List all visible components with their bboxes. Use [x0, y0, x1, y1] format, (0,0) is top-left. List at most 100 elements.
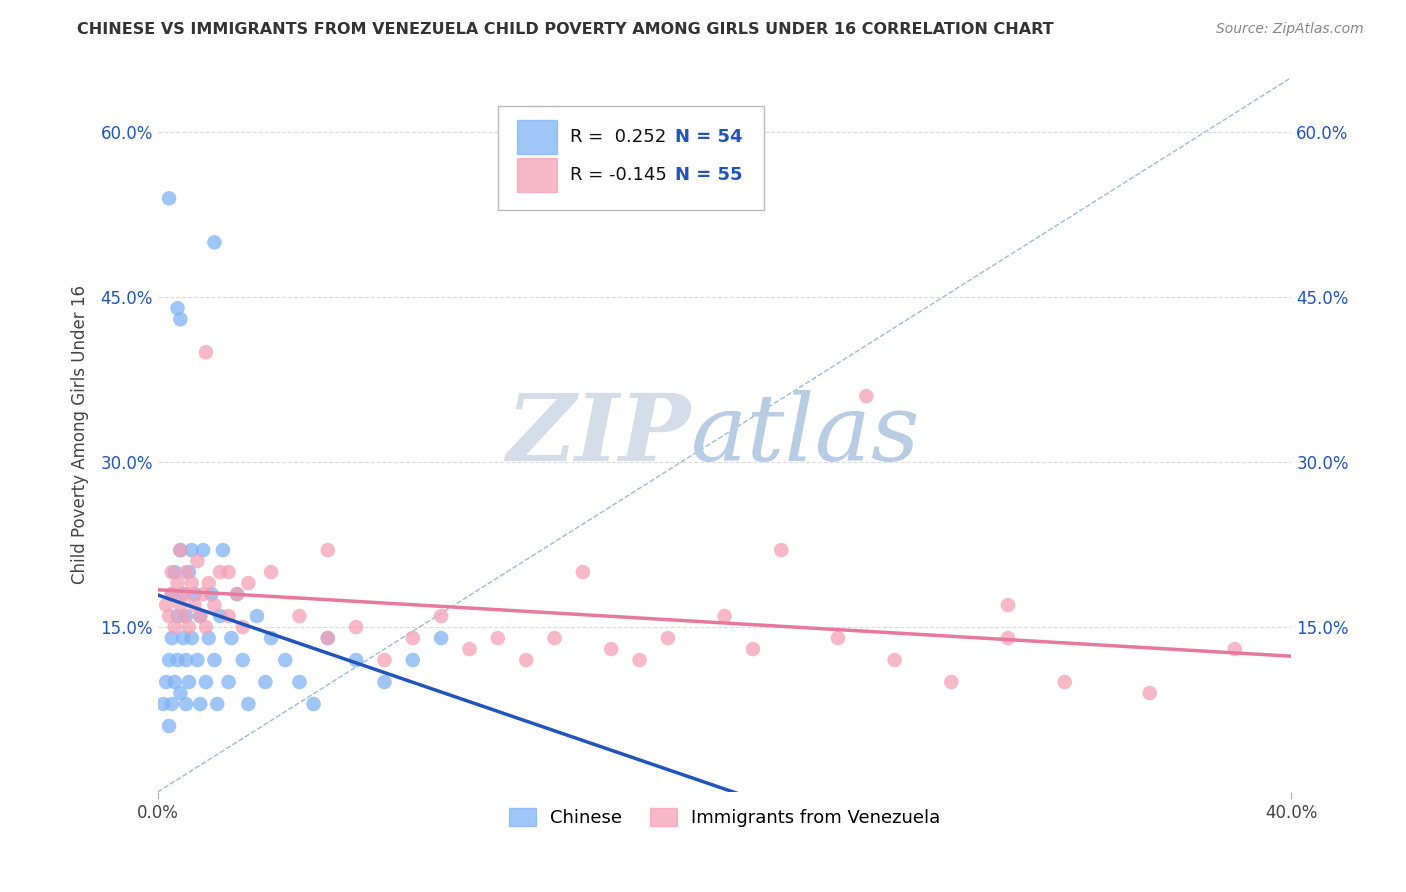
Point: [402, 631, 425, 645]
Point: [169, 598, 191, 612]
Point: [191, 587, 214, 601]
Point: [197, 576, 219, 591]
Point: [373, 675, 395, 690]
Point: [202, 653, 225, 667]
Point: [202, 235, 225, 250]
Point: [169, 543, 191, 558]
Point: [163, 675, 186, 690]
Point: [183, 598, 205, 612]
Point: [260, 565, 283, 579]
Point: [172, 609, 194, 624]
Point: [183, 587, 205, 601]
Point: [254, 675, 277, 690]
Point: [163, 565, 186, 579]
Point: [209, 609, 232, 624]
Point: [218, 609, 240, 624]
Point: [1139, 686, 1161, 700]
Point: [188, 609, 211, 624]
Point: [166, 576, 188, 591]
Point: [344, 653, 367, 667]
Point: [174, 587, 197, 601]
Point: [155, 598, 177, 612]
Point: [152, 697, 174, 711]
Point: [302, 697, 325, 711]
Point: [172, 587, 194, 601]
Point: [200, 587, 222, 601]
Point: [226, 587, 249, 601]
Point: [160, 631, 183, 645]
Text: CHINESE VS IMMIGRANTS FROM VENEZUELA CHILD POVERTY AMONG GIRLS UNDER 16 CORRELAT: CHINESE VS IMMIGRANTS FROM VENEZUELA CHI…: [77, 22, 1054, 37]
Point: [1053, 675, 1076, 690]
Y-axis label: Child Poverty Among Girls Under 16: Child Poverty Among Girls Under 16: [72, 285, 89, 584]
Point: [246, 609, 269, 624]
Point: [188, 609, 211, 624]
Point: [572, 565, 595, 579]
Point: [218, 675, 240, 690]
Point: [160, 565, 183, 579]
Point: [186, 653, 208, 667]
Point: [157, 653, 180, 667]
Text: ZIP: ZIP: [506, 390, 690, 480]
Point: [430, 631, 453, 645]
Point: [515, 653, 537, 667]
Point: [169, 686, 191, 700]
Point: [194, 620, 217, 634]
Point: [855, 389, 877, 403]
Point: [997, 631, 1019, 645]
Text: N = 55: N = 55: [675, 166, 742, 185]
Text: R = -0.145: R = -0.145: [571, 166, 668, 185]
Point: [232, 620, 254, 634]
Point: [174, 609, 197, 624]
Point: [180, 543, 202, 558]
Bar: [517, 120, 557, 154]
Text: N = 54: N = 54: [675, 128, 742, 145]
Point: [188, 697, 211, 711]
Point: [177, 620, 200, 634]
Point: [155, 675, 177, 690]
Point: [180, 576, 202, 591]
Point: [316, 631, 339, 645]
Point: [160, 697, 183, 711]
Point: [770, 543, 793, 558]
Point: [169, 312, 191, 326]
Point: [166, 301, 188, 316]
Text: atlas: atlas: [690, 390, 920, 480]
Point: [186, 554, 208, 568]
Point: [657, 631, 679, 645]
Point: [172, 631, 194, 645]
Point: [543, 631, 565, 645]
Point: [316, 543, 339, 558]
Point: [174, 697, 197, 711]
Point: [202, 598, 225, 612]
Point: [160, 587, 183, 601]
Point: [212, 543, 235, 558]
Point: [883, 653, 905, 667]
Point: [232, 653, 254, 667]
Point: [174, 653, 197, 667]
Point: [316, 631, 339, 645]
Text: R =  0.252: R = 0.252: [571, 128, 666, 145]
Point: [163, 620, 186, 634]
Point: [157, 719, 180, 733]
Point: [207, 697, 229, 711]
Point: [941, 675, 963, 690]
Point: [166, 609, 188, 624]
Text: Source: ZipAtlas.com: Source: ZipAtlas.com: [1216, 22, 1364, 37]
Point: [174, 565, 197, 579]
Point: [166, 653, 188, 667]
Bar: [517, 158, 557, 193]
Point: [430, 609, 453, 624]
Point: [194, 675, 217, 690]
Point: [218, 565, 240, 579]
Point: [197, 631, 219, 645]
Point: [238, 697, 260, 711]
Point: [177, 565, 200, 579]
Point: [160, 587, 183, 601]
Point: [402, 653, 425, 667]
Point: [288, 609, 311, 624]
Point: [157, 191, 180, 205]
Point: [713, 609, 735, 624]
Point: [373, 653, 395, 667]
Point: [458, 642, 481, 657]
Point: [194, 345, 217, 359]
